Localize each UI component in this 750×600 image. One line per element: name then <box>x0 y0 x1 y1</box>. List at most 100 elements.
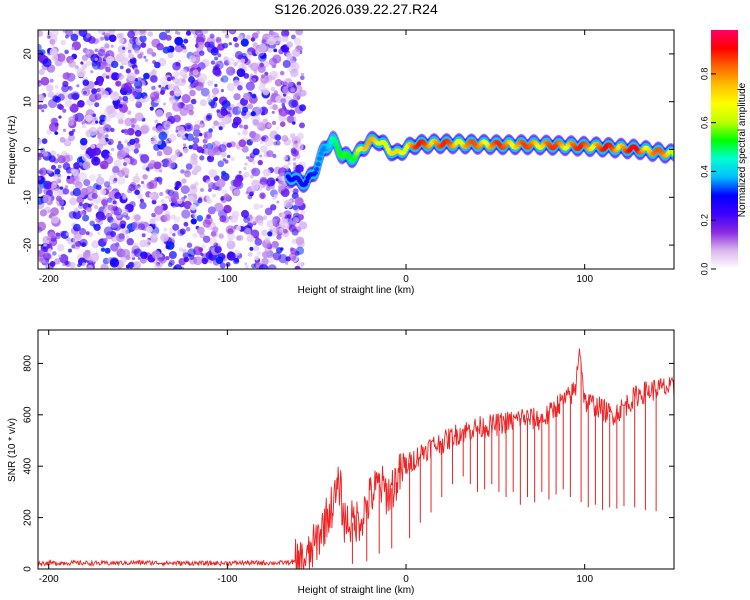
noise-blob <box>241 110 247 116</box>
noise-blob <box>267 47 273 53</box>
noise-blob <box>256 251 262 256</box>
noise-blob <box>151 212 156 218</box>
noise-blob <box>85 129 94 138</box>
noise-blob <box>112 165 120 173</box>
noise-blob <box>199 155 205 161</box>
noise-blob <box>202 30 209 34</box>
noise-blob <box>125 264 130 269</box>
noise-blob <box>134 142 141 149</box>
y-tick-label: 800 <box>23 355 34 372</box>
bottom-y-axis: 0 200 400 600 800 <box>23 355 674 572</box>
y-tick-label: 20 <box>23 48 34 60</box>
noise-blob <box>215 36 222 43</box>
noise-blob <box>270 204 277 211</box>
noise-blob <box>38 94 45 102</box>
noise-blob <box>170 193 180 202</box>
noise-blob <box>192 198 198 203</box>
noise-blob <box>56 53 66 62</box>
noise-blob <box>62 108 67 113</box>
noise-blob <box>38 169 44 175</box>
x-tick-label: 100 <box>576 574 593 585</box>
noise-blob <box>38 43 42 52</box>
noise-blob <box>82 161 91 170</box>
noise-blob <box>253 203 260 210</box>
noise-blob <box>294 265 301 269</box>
noise-blob <box>197 41 205 49</box>
noise-blob <box>163 214 171 222</box>
figure-title: S126.2026.039.22.27.R24 <box>274 1 438 17</box>
noise-blob <box>135 100 141 105</box>
noise-blob <box>111 60 119 69</box>
colorbar-tick-label: 0.6 <box>699 116 709 129</box>
noise-blob <box>86 206 92 213</box>
noise-blob <box>162 248 166 252</box>
noise-blob <box>54 258 61 265</box>
noise-blob <box>72 128 76 133</box>
noise-blob <box>52 251 57 256</box>
noise-blob <box>56 243 65 252</box>
noise-blob <box>85 114 93 123</box>
noise-blob <box>118 103 123 108</box>
y-tick-label: 200 <box>23 509 34 526</box>
noise-blob <box>38 104 44 110</box>
noise-blob <box>249 246 254 251</box>
noise-blob <box>174 36 184 46</box>
ridge-core <box>317 156 323 161</box>
noise-blob <box>192 137 200 144</box>
noise-blob <box>169 155 177 162</box>
noise-blob <box>46 189 53 197</box>
x-tick-label: 0 <box>403 274 409 285</box>
noise-blob <box>234 51 243 60</box>
noise-blob <box>177 77 187 87</box>
noise-blob <box>188 83 195 90</box>
noise-blob <box>175 30 179 35</box>
noise-blob <box>262 60 270 68</box>
noise-blob <box>245 191 249 195</box>
noise-blob <box>165 123 170 128</box>
noise-blob <box>93 183 100 190</box>
colorbar-tick-label: 0.0 <box>699 263 709 276</box>
noise-blob <box>273 141 278 146</box>
noise-blob <box>47 248 52 253</box>
noise-blob <box>139 30 146 35</box>
noise-blob <box>172 233 176 237</box>
noise-blob <box>82 262 86 267</box>
noise-blob <box>183 147 189 154</box>
noise-blob <box>237 107 242 111</box>
noise-blob <box>158 181 162 185</box>
noise-blob <box>181 178 187 184</box>
noise-blob <box>179 107 189 116</box>
noise-blob <box>129 138 136 145</box>
noise-blob <box>97 30 104 34</box>
noise-blob <box>82 214 90 222</box>
noise-blob <box>94 102 100 108</box>
noise-blob <box>102 62 107 66</box>
noise-blob <box>285 261 289 265</box>
noise-blob <box>38 226 43 233</box>
noise-blob <box>165 140 169 144</box>
noise-blob <box>219 59 223 63</box>
noise-blob <box>150 138 157 145</box>
noise-blob <box>230 225 235 230</box>
noise-blob <box>289 133 296 139</box>
noise-blob <box>198 247 204 253</box>
noise-blob <box>140 42 147 48</box>
noise-blob <box>150 75 158 83</box>
noise-blob <box>82 79 90 86</box>
noise-blob <box>38 69 45 75</box>
noise-blob <box>177 59 182 64</box>
noise-blob <box>153 143 161 151</box>
noise-blob <box>38 176 42 181</box>
noise-blob <box>210 60 216 65</box>
noise-blob <box>49 78 54 83</box>
noise-blob <box>57 164 62 169</box>
noise-blob <box>138 30 147 37</box>
noise-blob <box>249 174 254 179</box>
y-tick-label: 10 <box>23 96 34 108</box>
noise-blob <box>246 234 254 243</box>
noise-blob <box>83 179 91 187</box>
noise-blob <box>107 259 111 262</box>
noise-blob <box>172 102 182 112</box>
noise-blob <box>217 53 222 58</box>
